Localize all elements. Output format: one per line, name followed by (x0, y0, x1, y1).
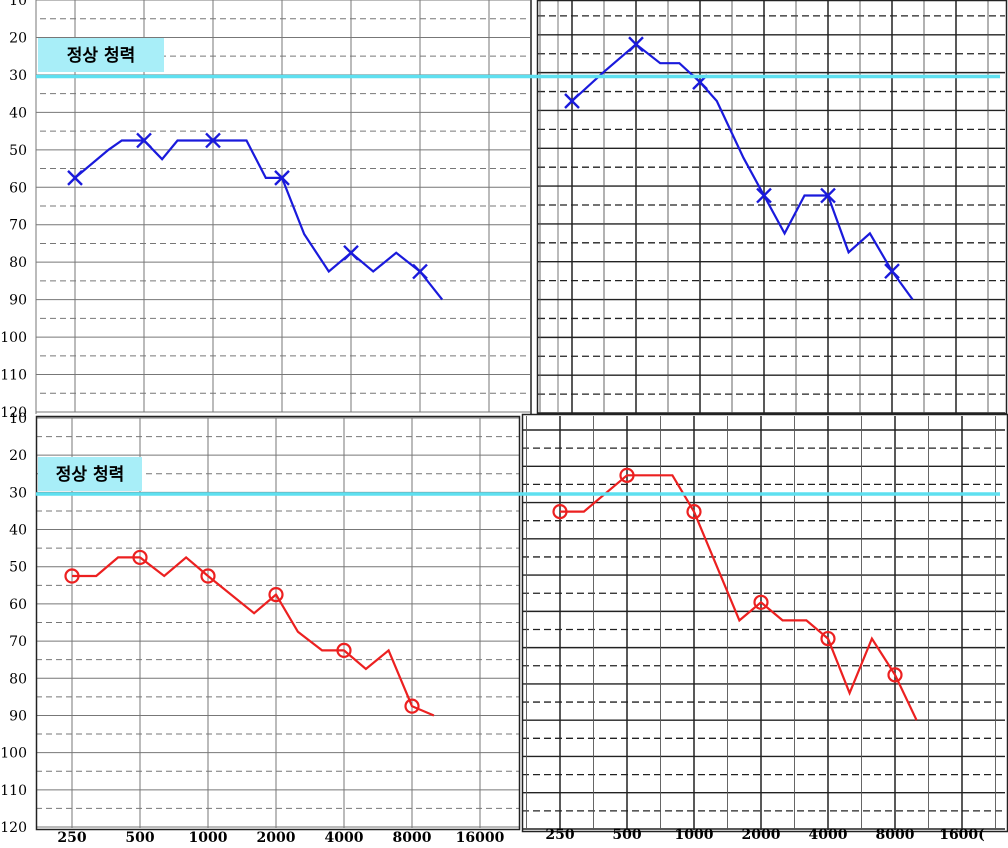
y-tick-label: 90 (9, 708, 27, 724)
marker-x (820, 187, 836, 204)
marker-x (343, 244, 359, 261)
x-tick-label: 250 (545, 827, 574, 843)
marker-circle (753, 594, 769, 610)
x-tick-label: 500 (612, 827, 641, 843)
x-tick-label: 4000 (325, 830, 364, 846)
y-tick-label: 30 (9, 68, 27, 84)
marker-circle (200, 568, 216, 584)
series-line (72, 555, 435, 717)
y-tick-label: 20 (9, 448, 27, 464)
x-tick-label: 500 (125, 830, 154, 846)
y-tick-label: 120 (0, 820, 27, 836)
series-red (64, 549, 435, 717)
y-tick-label: 80 (9, 255, 27, 271)
y-tick-label: 60 (9, 180, 27, 196)
marker-circle (686, 504, 702, 520)
grid (522, 416, 1005, 830)
marker-circle (619, 467, 635, 483)
audiogram-top-right (536, 0, 1008, 415)
audiogram-bottom-left: 10 20 30 40 50 60 70 80 90 100 110 120 250 500 1000 200… (0, 411, 521, 846)
x-tick-label: 8000 (876, 827, 915, 843)
marker-x (884, 263, 900, 280)
marker-x (412, 263, 428, 280)
marker-circle (336, 642, 352, 658)
y-tick-label: 10 (9, 0, 27, 9)
y-tick-label: 40 (9, 105, 27, 121)
marker-x (67, 170, 83, 186)
marker-x (136, 132, 152, 149)
series-line (560, 474, 918, 721)
y-tick-label: 30 (9, 485, 27, 501)
marker-x (205, 132, 221, 149)
x-tick-label: 1000 (675, 827, 714, 843)
marker-circle (820, 630, 836, 647)
y-tick-label: 120 (0, 405, 27, 421)
grid (538, 0, 1005, 414)
audiogram-bottom-right: 250 500 1000 2000 4000 8000 1600( (521, 413, 1008, 843)
marker-circle (64, 568, 80, 584)
marker-circle (404, 698, 420, 714)
normal-hearing-label-bg (38, 457, 142, 491)
grid (36, 0, 559, 413)
y-tick-label: 60 (9, 597, 27, 613)
marker-x (564, 93, 580, 109)
normal-hearing-label-bg (38, 38, 164, 72)
normal-hearing-label: 정상 청력 (67, 45, 135, 66)
y-tick-label: 50 (9, 143, 27, 159)
y-tick-label: 100 (0, 746, 27, 762)
y-tick-label: 100 (0, 330, 27, 346)
y-tick-label: 40 (9, 523, 27, 539)
y-tick-label: 10 (9, 411, 27, 427)
y-tick-label: 70 (9, 218, 27, 234)
marker-circle (552, 504, 568, 520)
y-tick-label: 20 (9, 30, 27, 46)
audiogram-top-left: 10 20 30 40 50 60 70 80 90 100 110 120 (0, 0, 559, 421)
y-tick-label: 50 (9, 560, 27, 576)
panel-border (35, 415, 521, 831)
y-tick-label: 80 (9, 671, 27, 687)
panel-border (521, 413, 1008, 833)
y-tick-label: 110 (0, 783, 27, 799)
x-tick-label: 1600( (939, 827, 985, 843)
series-blue (67, 132, 444, 301)
marker-x (756, 187, 772, 204)
marker-circle (132, 549, 148, 566)
series-red (552, 467, 918, 721)
panel-border (536, 0, 1008, 415)
x-tick-label: 16000 (456, 830, 505, 846)
x-tick-label: 2000 (742, 827, 781, 843)
y-tick-label: 90 (9, 293, 27, 309)
normal-hearing-label: 정상 청력 (56, 464, 124, 485)
marker-x (628, 36, 644, 53)
marker-circle (887, 667, 903, 683)
y-tick-label: 70 (9, 634, 27, 650)
grid (36, 417, 520, 828)
x-tick-label: 8000 (393, 830, 432, 846)
x-tick-label: 1000 (189, 830, 228, 846)
x-tick-label: 4000 (809, 827, 848, 843)
marker-x (274, 170, 290, 186)
y-tick-label: 110 (0, 368, 27, 384)
series-blue (564, 36, 914, 301)
series-line (571, 42, 914, 301)
series-line (74, 139, 444, 301)
x-tick-label: 2000 (257, 830, 296, 846)
x-tick-label: 250 (57, 830, 86, 846)
marker-circle (268, 587, 284, 603)
